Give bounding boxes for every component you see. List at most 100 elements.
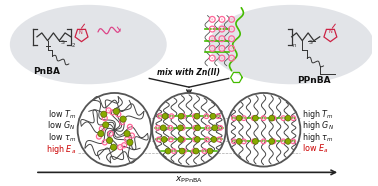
- Circle shape: [178, 113, 184, 119]
- Circle shape: [194, 115, 196, 117]
- Circle shape: [253, 139, 258, 144]
- Circle shape: [227, 93, 301, 166]
- Text: mix with Zn(II): mix with Zn(II): [158, 68, 220, 76]
- Circle shape: [217, 115, 219, 117]
- Circle shape: [104, 117, 105, 119]
- Text: low $G_N$: low $G_N$: [47, 120, 76, 132]
- Circle shape: [211, 47, 213, 49]
- Circle shape: [293, 141, 294, 142]
- Circle shape: [207, 127, 209, 129]
- Text: S: S: [309, 40, 313, 45]
- Circle shape: [173, 150, 175, 152]
- Circle shape: [210, 113, 216, 119]
- Circle shape: [159, 115, 161, 117]
- Circle shape: [98, 131, 104, 137]
- Circle shape: [170, 139, 172, 140]
- Circle shape: [171, 115, 172, 117]
- Circle shape: [162, 113, 168, 119]
- Circle shape: [231, 18, 232, 20]
- Circle shape: [179, 148, 185, 154]
- Circle shape: [233, 141, 235, 142]
- Circle shape: [182, 127, 184, 129]
- Circle shape: [221, 47, 223, 49]
- Circle shape: [236, 139, 242, 144]
- Circle shape: [129, 126, 131, 128]
- Circle shape: [293, 117, 294, 119]
- Circle shape: [169, 127, 171, 129]
- Ellipse shape: [10, 5, 167, 84]
- Circle shape: [253, 141, 254, 142]
- Circle shape: [194, 113, 200, 119]
- Circle shape: [98, 136, 100, 137]
- Circle shape: [285, 139, 291, 144]
- Circle shape: [273, 117, 274, 119]
- Circle shape: [243, 117, 245, 119]
- Text: N: N: [328, 29, 332, 34]
- Circle shape: [104, 142, 105, 143]
- Circle shape: [183, 150, 185, 152]
- Circle shape: [194, 127, 196, 129]
- Circle shape: [102, 122, 109, 128]
- Circle shape: [231, 57, 232, 59]
- Circle shape: [211, 28, 213, 30]
- Text: $x_\mathrm{PPnBA}$: $x_\mathrm{PPnBA}$: [175, 174, 203, 185]
- Circle shape: [127, 139, 133, 145]
- Circle shape: [119, 146, 121, 148]
- Circle shape: [118, 113, 119, 115]
- Circle shape: [178, 137, 184, 142]
- Circle shape: [206, 115, 207, 117]
- Circle shape: [108, 110, 110, 111]
- Circle shape: [212, 125, 218, 131]
- Circle shape: [120, 116, 126, 122]
- Circle shape: [282, 141, 284, 142]
- Text: high $G_N$: high $G_N$: [302, 119, 335, 132]
- Circle shape: [219, 127, 221, 129]
- Circle shape: [178, 125, 183, 131]
- Circle shape: [269, 115, 275, 121]
- Text: S: S: [60, 40, 64, 45]
- Circle shape: [231, 38, 232, 40]
- Circle shape: [221, 57, 223, 59]
- Circle shape: [263, 141, 264, 142]
- Circle shape: [236, 115, 242, 121]
- Circle shape: [152, 93, 226, 166]
- Circle shape: [112, 111, 113, 113]
- Circle shape: [253, 117, 254, 119]
- Circle shape: [231, 28, 232, 30]
- Text: low $\tau_m$: low $\tau_m$: [48, 131, 76, 144]
- Circle shape: [161, 137, 167, 142]
- Text: N: N: [79, 30, 82, 35]
- Text: PnBA: PnBA: [33, 67, 60, 76]
- Circle shape: [77, 93, 151, 166]
- Circle shape: [121, 121, 123, 123]
- Circle shape: [194, 137, 200, 142]
- Circle shape: [160, 125, 166, 131]
- Circle shape: [221, 38, 223, 40]
- Circle shape: [243, 141, 245, 142]
- Circle shape: [101, 111, 107, 117]
- Circle shape: [211, 137, 217, 142]
- Text: low $T_m$: low $T_m$: [48, 108, 76, 121]
- Circle shape: [123, 144, 125, 146]
- Circle shape: [195, 125, 200, 131]
- Circle shape: [126, 139, 128, 140]
- Circle shape: [253, 115, 258, 121]
- Circle shape: [194, 139, 196, 140]
- Circle shape: [285, 115, 291, 121]
- Circle shape: [110, 133, 112, 134]
- Circle shape: [158, 139, 160, 140]
- Ellipse shape: [209, 5, 374, 84]
- Circle shape: [107, 137, 113, 144]
- Circle shape: [193, 150, 195, 152]
- Text: high $E_a$: high $E_a$: [46, 143, 76, 156]
- Circle shape: [218, 139, 220, 140]
- Circle shape: [182, 115, 184, 117]
- Text: high $T_m$: high $T_m$: [302, 108, 334, 121]
- Circle shape: [165, 148, 171, 154]
- Circle shape: [182, 139, 184, 140]
- Circle shape: [131, 135, 133, 137]
- Circle shape: [233, 117, 235, 119]
- Circle shape: [282, 117, 284, 119]
- Circle shape: [221, 28, 223, 30]
- Circle shape: [211, 57, 213, 59]
